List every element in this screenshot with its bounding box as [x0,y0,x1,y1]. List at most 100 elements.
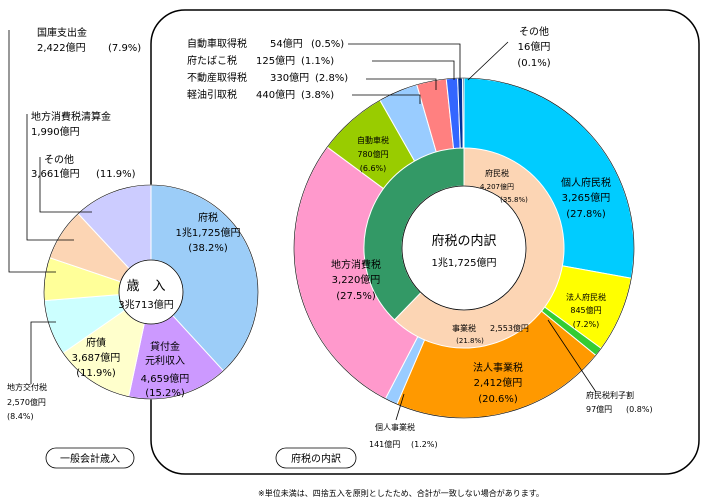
svg-text:4,207億円: 4,207億円 [480,182,514,191]
slice-label-hojin-jigyo: 法人事業税 2,412億円 (20.6%) [473,361,523,405]
leader-line-sonota-left [39,157,92,213]
svg-text:(27.8%): (27.8%) [566,209,606,220]
svg-text:125億円: 125億円 [256,54,295,67]
leader-line-jidosha-shutoku [348,43,461,80]
svg-text:(27.5%): (27.5%) [336,291,376,302]
svg-text:1,990億円: 1,990億円 [31,125,80,138]
slice-label-chiho-kofu: 地方交付税 2,570億円 (8.4%) [7,382,47,421]
general-revenue-outline [43,184,259,400]
svg-text:780億円: 780億円 [357,149,388,159]
slice-label-kenzei: 府税 1兆1,725億円 (38.2%) [176,211,241,254]
slice-label-sonota-left: その他 3,661億円 (11.9%) [31,153,136,180]
slice-label-fudosan: 不動産取得税 330億円 (2.8%) [187,71,348,84]
svg-text:府民税: 府民税 [485,168,509,178]
footnote: ※単位未満は、四捨五入を原則としたため、合計が一致しない場合があります。 [258,488,544,498]
svg-text:2,412億円: 2,412億円 [474,376,523,389]
slice-label-kojin-fumin: 個人府民税 3,265億円 (27.8%) [561,176,611,220]
leader-line-kojin-jigyo [395,393,405,421]
leader-line-chiho-kofu [30,321,56,384]
svg-text:2,570億円: 2,570億円 [7,397,46,407]
svg-text:地方交付税: 地方交付税 [7,382,47,392]
slice-label-tabako: 府たばこ税 125億円 (1.1%) [187,54,334,67]
prefectural-tax-center-total: 1兆1,725億円 [432,256,497,269]
svg-text:その他: その他 [519,25,549,38]
svg-text:府たばこ税: 府たばこ税 [187,54,237,67]
general-revenue-center-title: 歳 入 [126,279,165,294]
slice-label-kojin-jigyo: 個人事業税 141億円 (1.2%) [369,422,438,449]
general-revenue-center-total: 3兆713億円 [118,298,173,311]
svg-text:法人府民税: 法人府民税 [566,292,606,302]
svg-text:地方消費税: 地方消費税 [331,258,381,271]
svg-text:国庫支出金: 国庫支出金 [37,26,87,39]
svg-text:3,220億円: 3,220億円 [332,273,381,286]
svg-text:貸付金: 貸付金 [150,340,180,353]
svg-text:141億円: 141億円 [369,439,400,449]
slice-label-kashitsuke: 貸付金 元利収入 4,659億円 (15.2%) [141,340,190,399]
slice-label-fusai: 府債 3,687億円 (11.9%) [72,336,121,379]
svg-text:府税: 府税 [198,211,218,224]
svg-text:97億円: 97億円 [586,404,612,414]
leader-line-kokko [8,30,56,273]
svg-text:(11.9%): (11.9%) [76,368,116,379]
leader-line-fudosan [366,78,437,90]
svg-text:法人事業税: 法人事業税 [473,361,523,374]
slice-label-rishiwari: 府民税利子割 97億円 (0.8%) [586,390,653,414]
svg-text:(35.8%): (35.8%) [500,196,528,204]
prefectural-tax-center-title: 府税の内訳 [431,233,496,249]
svg-text:(15.2%): (15.2%) [145,388,185,399]
svg-text:(0.1%): (0.1%) [517,58,550,69]
svg-text:(38.2%): (38.2%) [188,243,228,254]
slice-label-jidosha: 自動車税 780億円 (6.6%) [357,135,389,173]
svg-text:(8.4%): (8.4%) [7,412,34,421]
svg-text:16億円: 16億円 [518,40,551,53]
svg-text:個人事業税: 個人事業税 [375,422,415,432]
slice-label-sonota-right: その他 16億円 (0.1%) [517,25,550,69]
svg-text:2,553億円: 2,553億円 [490,323,529,333]
svg-text:(0.5%): (0.5%) [311,39,344,50]
prefectural-tax-caption-box [275,447,357,469]
svg-text:(2.8%): (2.8%) [315,73,348,84]
general-revenue-center [118,259,184,325]
leader-line-keiyu [352,94,421,104]
prefectural-tax-center [401,185,527,311]
inner-label-jigyo: 事業税 2,553億円 (21.8%) [452,323,529,345]
svg-text:330億円: 330億円 [270,71,309,84]
svg-text:(20.6%): (20.6%) [478,394,518,405]
general-revenue-caption: 一般会計歳入 [60,452,120,465]
svg-text:不動産取得税: 不動産取得税 [187,71,247,84]
svg-text:(7.9%): (7.9%) [108,43,141,54]
svg-text:自動車税: 自動車税 [357,135,389,145]
svg-text:440億円: 440億円 [256,88,295,101]
slice-label-chiho-shohi-seisan: 地方消費税清算金 1,990億円 [31,110,111,138]
svg-text:元利収入: 元利収入 [145,355,185,367]
svg-text:845億円: 845億円 [570,305,601,315]
svg-text:3,661億円: 3,661億円 [31,167,80,180]
slice-label-keiyu: 軽油引取税 440億円 (3.8%) [187,88,334,101]
leader-lines [8,30,597,421]
leader-line-chiho-shohi-seisan [26,114,74,241]
svg-text:府民税利子割: 府民税利子割 [586,390,634,400]
slice-label-kokko: 国庫支出金 2,422億円 (7.9%) [37,26,141,54]
svg-text:地方消費税清算金: 地方消費税清算金 [31,110,111,123]
svg-text:2,422億円: 2,422億円 [37,41,86,54]
svg-text:(21.8%): (21.8%) [456,337,484,345]
slice-label-chiho-shohi: 地方消費税 3,220億円 (27.5%) [331,258,381,302]
svg-text:(1.2%): (1.2%) [411,440,438,449]
slice-label-jidosha-shutoku: 自動車取得税 54億円 (0.5%) [187,37,344,50]
svg-text:(7.2%): (7.2%) [573,320,600,329]
slice-label-hojin-fumin: 法人府民税 845億円 (7.2%) [566,292,606,329]
svg-text:個人府民税: 個人府民税 [561,176,611,189]
svg-text:軽油引取税: 軽油引取税 [187,88,237,101]
svg-text:3,687億円: 3,687億円 [72,351,121,364]
svg-text:54億円: 54億円 [270,37,303,50]
svg-text:(1.1%): (1.1%) [301,56,334,67]
leader-line-sonota-right [467,41,509,81]
svg-text:(11.9%): (11.9%) [96,169,136,180]
leader-line-rishiwari [547,319,597,393]
prefectural-tax-outline [293,77,635,419]
leader-line-tabako [372,60,455,80]
svg-text:4,659億円: 4,659億円 [141,372,190,385]
general-revenue-caption-box [45,447,135,469]
svg-text:(0.8%): (0.8%) [626,405,653,414]
